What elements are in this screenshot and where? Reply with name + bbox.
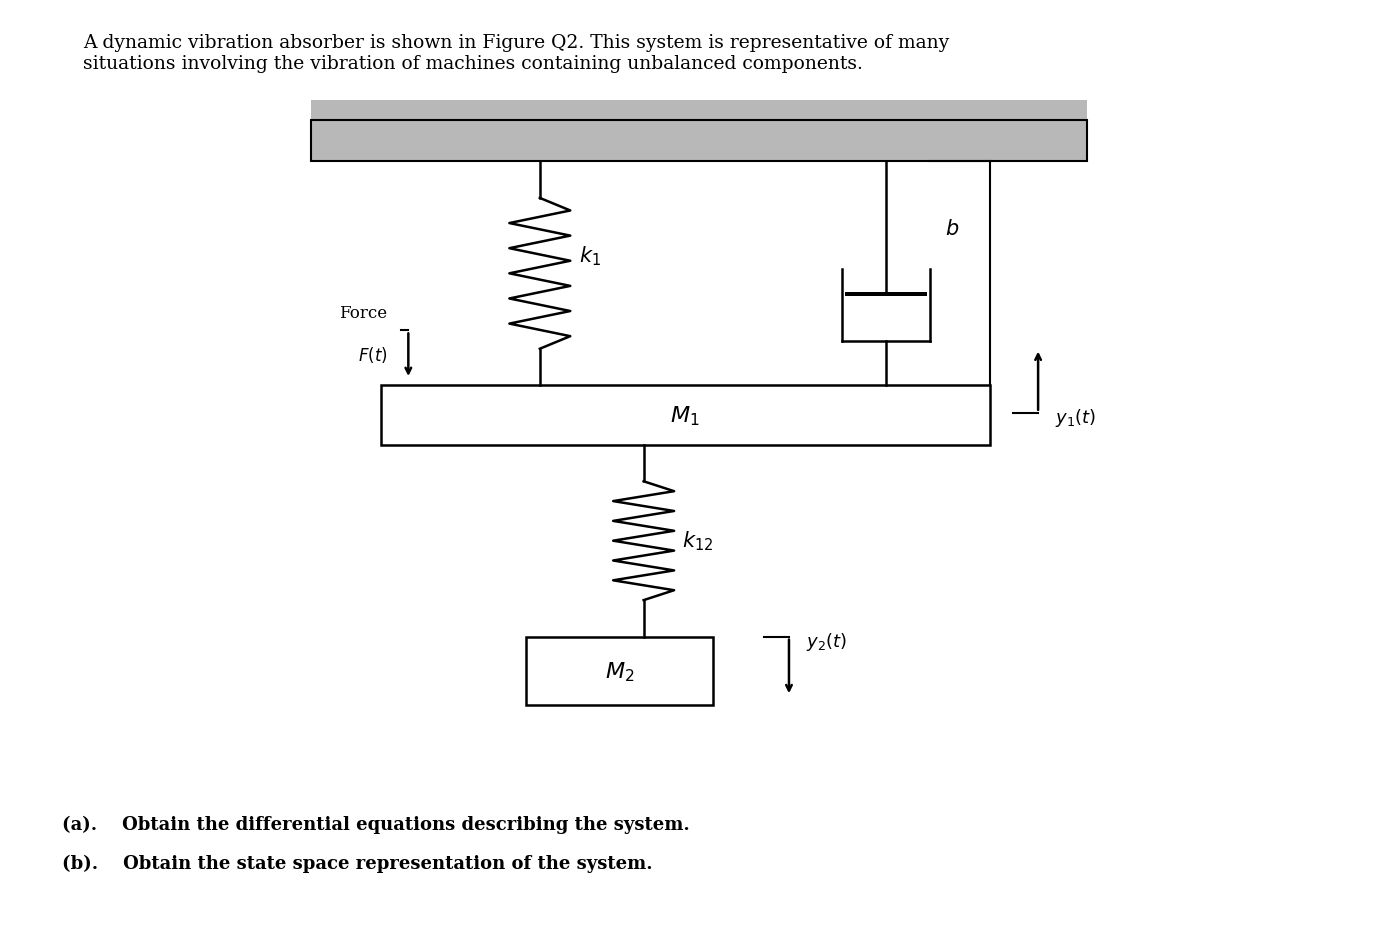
Text: $k_{12}$: $k_{12}$ xyxy=(682,529,713,552)
Text: Force: Force xyxy=(340,305,387,322)
Bar xyxy=(526,637,713,705)
Text: (a).    Obtain the differential equations describing the system.: (a). Obtain the differential equations d… xyxy=(63,815,691,833)
Text: $y_2(t)$: $y_2(t)$ xyxy=(805,630,847,653)
Text: $y_1(t)$: $y_1(t)$ xyxy=(1054,407,1096,429)
Text: $b$: $b$ xyxy=(945,219,959,238)
Text: A dynamic vibration absorber is shown in Figure Q2. This system is representativ: A dynamic vibration absorber is shown in… xyxy=(82,34,949,73)
Text: $M_2$: $M_2$ xyxy=(605,659,635,683)
Text: (b).    Obtain the state space representation of the system.: (b). Obtain the state space representati… xyxy=(63,855,653,872)
Text: $F(t)$: $F(t)$ xyxy=(358,345,387,364)
Text: $k_1$: $k_1$ xyxy=(579,244,601,268)
Bar xyxy=(312,121,1086,162)
Text: $M_1$: $M_1$ xyxy=(671,404,700,427)
Bar xyxy=(312,101,1086,121)
Bar xyxy=(380,386,990,445)
